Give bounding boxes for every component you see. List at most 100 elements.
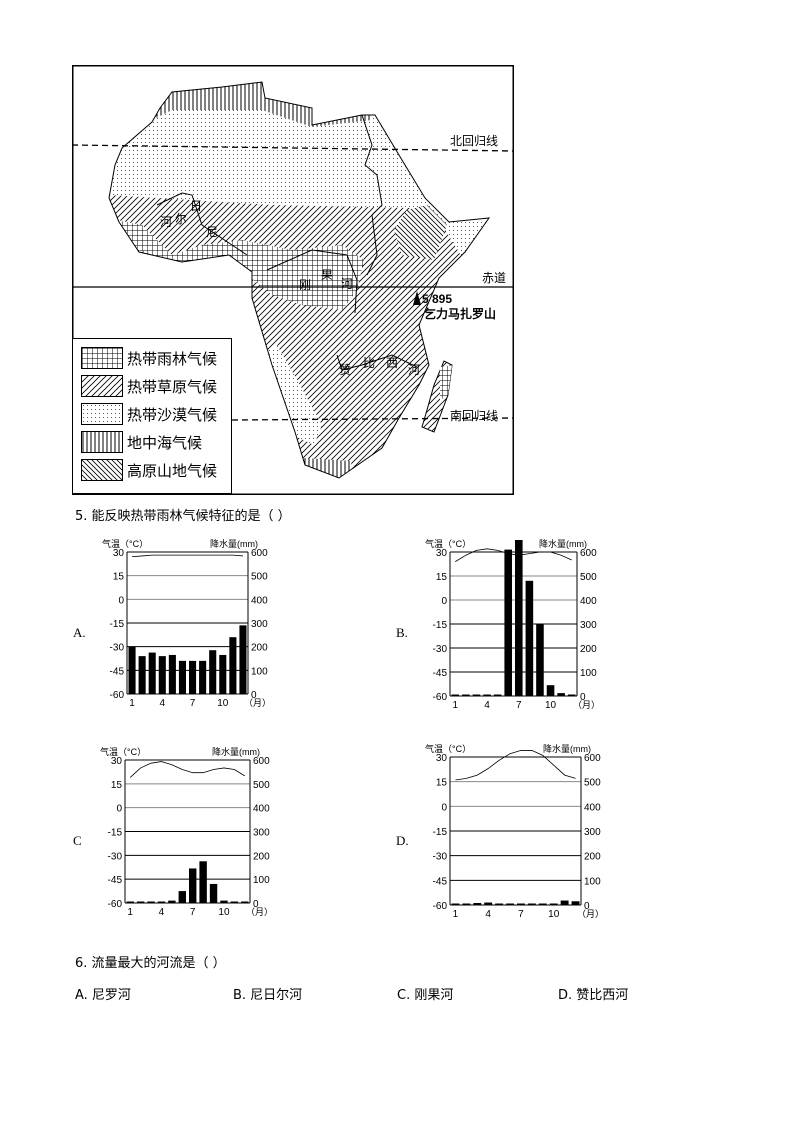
precip-bar-month-2 <box>138 656 146 694</box>
precip-bar-month-9 <box>209 883 218 903</box>
precip-bar-month-2 <box>462 903 471 905</box>
niger-label-4: 尼 <box>206 225 218 239</box>
tropic-north-label: 北回归线 <box>450 134 498 148</box>
congo-label-3: 河 <box>341 277 353 291</box>
precip-bar-month-5 <box>495 903 504 905</box>
niger-label-1: 日 <box>190 199 202 213</box>
precip-tick-label: 100 <box>251 666 268 677</box>
month-tick-label: 10 <box>217 698 229 709</box>
precip-tick-label: 300 <box>251 619 268 630</box>
precip-bar-month-9 <box>538 903 547 905</box>
grid-pattern-swatch <box>81 347 123 369</box>
option-d[interactable]: D. 赞比西河 <box>558 988 629 1003</box>
month-tick-label: 7 <box>190 698 196 709</box>
precip-bar-month-7 <box>517 903 525 905</box>
precip-bar-month-12 <box>241 901 249 903</box>
temp-tick-label: -15 <box>108 828 123 839</box>
highland-region <box>394 205 447 260</box>
climate-chart-d[interactable]: 30 600 15 500 0 400 -15 300 -30 200 -45 100 -60 0 1 4 7 1… <box>418 741 603 921</box>
congo-label-1: 刚 <box>299 278 311 292</box>
zambezi-river <box>336 354 418 371</box>
option-c-letter: C <box>73 833 82 848</box>
month-tick-label: 4 <box>160 698 166 709</box>
month-tick-label: 1 <box>127 907 133 918</box>
precip-tick-label: 500 <box>253 780 270 791</box>
climate-chart-b[interactable]: 30 600 15 500 0 400 -15 300 -30 200 -45 100 -60 0 1 4 7 1… <box>418 535 603 713</box>
precip-tick-label: 0 <box>584 901 590 912</box>
temp-tick-label: -60 <box>108 899 123 910</box>
precip-bar-month-7 <box>189 868 197 903</box>
precip-bar-month-6 <box>178 660 186 694</box>
temp-tick-label: -60 <box>433 901 448 912</box>
temp-tick-label: 30 <box>436 548 448 559</box>
option-b[interactable]: B. 尼日尔河 <box>233 988 303 1003</box>
precip-tick-label: 500 <box>584 778 601 789</box>
question-6: 6. 流量最大的河流是（ ） <box>75 956 226 971</box>
precip-axis-title: 降水量(mm) <box>539 538 587 549</box>
option-c[interactable]: C. 刚果河 <box>397 988 454 1003</box>
precip-tick-label: 600 <box>584 753 601 764</box>
precip-tick-label: 600 <box>580 548 597 559</box>
precip-tick-label: 500 <box>251 572 268 583</box>
precip-bar-month-8 <box>199 861 207 903</box>
precip-bar-month-11 <box>557 693 565 696</box>
temp-tick-label: 15 <box>111 780 123 791</box>
month-tick-label: 7 <box>518 909 524 920</box>
precip-tick-label: 0 <box>580 692 586 703</box>
equator-label: 赤道 <box>482 271 506 285</box>
zambezi-label-1: 赞 <box>339 363 351 377</box>
precip-tick-label: 300 <box>584 827 601 838</box>
temp-tick-label: 15 <box>436 572 448 583</box>
precip-bar-month-3 <box>473 903 482 905</box>
precip-tick-label: 200 <box>580 644 597 655</box>
climate-chart-c[interactable]: 30 600 15 500 0 400 -15 300 -30 200 -45 100 -60 0 1 4 7 1… <box>95 744 275 919</box>
month-tick-label: 1 <box>129 698 135 709</box>
month-tick-label: 4 <box>484 700 490 711</box>
precip-bar-month-3 <box>147 901 155 903</box>
precip-bar-month-4 <box>157 901 166 903</box>
precip-axis-title: 降水量(mm) <box>543 743 591 754</box>
precip-bar-month-10 <box>219 654 227 694</box>
zambezi-label-3: 西 <box>386 356 398 370</box>
month-tick-label: 10 <box>218 907 230 918</box>
precip-bar-month-1 <box>451 694 460 696</box>
precip-tick-label: 0 <box>251 690 257 701</box>
precip-bar-month-2 <box>462 694 470 696</box>
temp-tick-label: 15 <box>436 778 448 789</box>
temp-axis-title: 气温（°C） <box>100 746 146 757</box>
option-a[interactable]: A. 尼罗河 <box>75 988 131 1003</box>
precip-bar-month-9 <box>209 650 217 694</box>
temp-tick-label: -30 <box>433 644 448 655</box>
precip-axis-title: 降水量(mm) <box>210 538 258 549</box>
precip-tick-label: 400 <box>584 802 601 813</box>
tropic-north-line <box>72 144 514 152</box>
legend-label: 热带草原气候 <box>127 377 218 396</box>
mountain-elevation: 5 895 <box>422 292 452 306</box>
tropic-south-line <box>231 417 514 421</box>
precip-bar-month-3 <box>472 694 481 696</box>
precip-bar-month-9 <box>536 624 544 696</box>
precip-tick-label: 300 <box>253 828 270 839</box>
precip-bar-month-2 <box>136 901 145 903</box>
precip-bar-month-8 <box>199 660 207 694</box>
month-tick-label: 7 <box>190 907 196 918</box>
legend-label: 热带雨林气候 <box>127 349 218 368</box>
precip-tick-label: 0 <box>253 899 259 910</box>
temp-tick-label: -15 <box>433 620 448 631</box>
month-unit-label: （月） <box>577 909 603 919</box>
question-5: 5. 能反映热带雨林气候特征的是（ ） <box>75 509 291 524</box>
precip-bar-month-12 <box>571 901 580 905</box>
legend-item-mediterranean: 地中海气候 <box>81 431 202 453</box>
temperature-line <box>132 554 243 558</box>
climate-chart-a[interactable]: 30 600 15 500 0 400 -15 300 -30 200 -45 100 -60 0 1 4 7 1… <box>95 538 275 713</box>
temp-tick-label: -30 <box>110 643 125 654</box>
option-b-letter: B. <box>396 625 408 640</box>
option-d-letter: D. <box>396 833 409 848</box>
precip-bar-month-11 <box>229 637 237 694</box>
temp-tick-label: -60 <box>433 692 448 703</box>
niger-river <box>156 192 248 256</box>
temp-axis-title: 气温（°C） <box>102 538 148 549</box>
congo-river <box>266 249 358 314</box>
precip-bar-month-1 <box>128 646 136 694</box>
precip-tick-label: 400 <box>251 595 268 606</box>
